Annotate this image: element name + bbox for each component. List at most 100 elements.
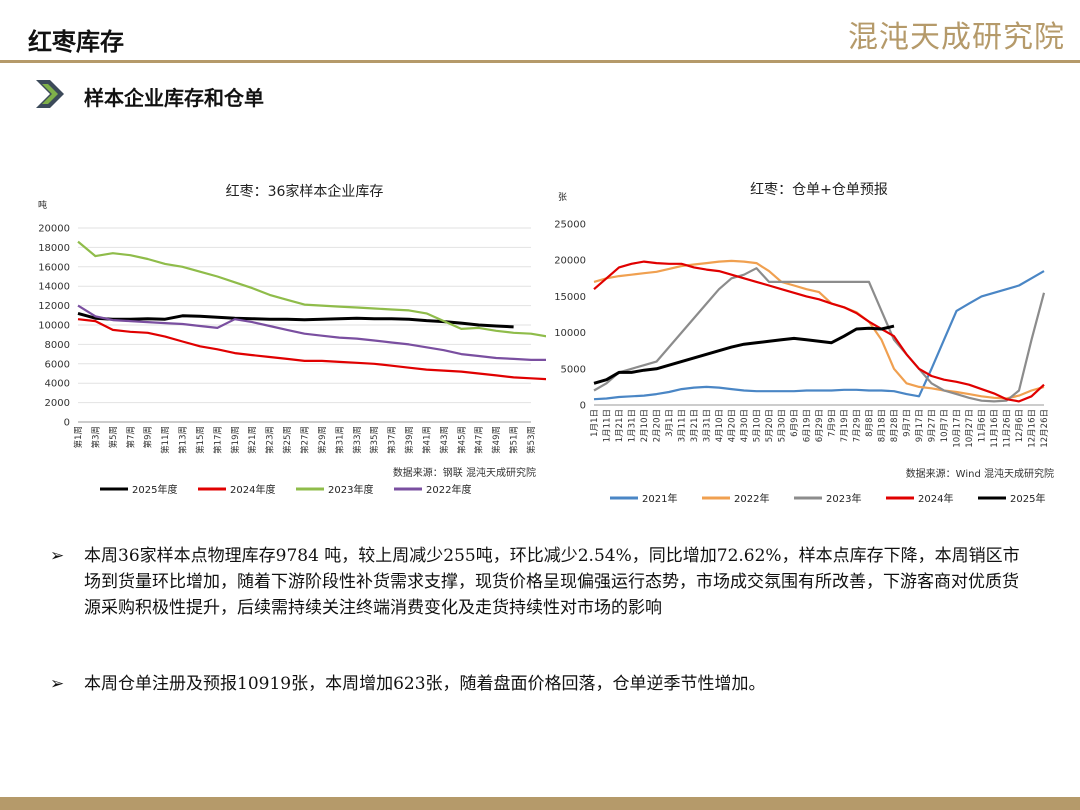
x-tick-label: 第47周 bbox=[474, 426, 485, 454]
y-tick-label: 0 bbox=[64, 418, 70, 429]
y-tick-label: 10000 bbox=[38, 321, 70, 332]
x-tick-label: 第27周 bbox=[300, 426, 311, 454]
x-tick-label: 7月19日 bbox=[840, 409, 850, 442]
x-tick-label: 10月7日 bbox=[940, 409, 950, 442]
x-tick-label: 7月29日 bbox=[853, 409, 863, 442]
y-tick-label: 25000 bbox=[554, 220, 586, 231]
y-tick-label: 4000 bbox=[45, 379, 70, 390]
y-tick-label: 18000 bbox=[38, 243, 70, 254]
x-tick-label: 第51周 bbox=[509, 426, 520, 454]
legend-label: 2023年 bbox=[826, 492, 861, 505]
x-tick-label: 第1周 bbox=[73, 426, 84, 448]
x-tick-label: 第33周 bbox=[352, 426, 363, 454]
y-tick-label: 0 bbox=[580, 401, 586, 412]
x-tick-label: 第7周 bbox=[125, 426, 136, 448]
x-tick-label: 3月31日 bbox=[703, 409, 713, 442]
chart-title: 红枣：仓单+仓单预报 bbox=[750, 182, 888, 198]
brand-logo: 混沌天成研究院 bbox=[848, 20, 1065, 55]
x-tick-label: 9月17日 bbox=[915, 409, 925, 442]
x-tick-label: 6月9日 bbox=[790, 409, 800, 437]
x-tick-label: 4月30日 bbox=[740, 409, 750, 442]
x-tick-label: 第3周 bbox=[90, 426, 101, 448]
y-tick-label: 12000 bbox=[38, 301, 70, 312]
x-tick-label: 1月11日 bbox=[603, 409, 613, 442]
y-tick-label: 20000 bbox=[554, 256, 586, 267]
y-tick-label: 5000 bbox=[561, 364, 586, 375]
y-tick-label: 6000 bbox=[45, 359, 70, 370]
legend-label: 2022年 bbox=[734, 492, 769, 505]
y-axis-unit: 吨 bbox=[38, 199, 47, 211]
x-tick-label: 第13周 bbox=[178, 426, 189, 454]
x-tick-label: 5月20日 bbox=[765, 409, 775, 442]
series-line bbox=[593, 270, 1045, 401]
x-tick-label: 11月26日 bbox=[1003, 409, 1013, 448]
legend-label: 2022年度 bbox=[426, 483, 471, 496]
x-tick-label: 10月17日 bbox=[953, 409, 963, 448]
x-tick-label: 第11周 bbox=[160, 426, 171, 454]
legend-label: 2024年度 bbox=[230, 483, 275, 496]
x-tick-label: 第19周 bbox=[230, 426, 241, 454]
page-title: 红枣库存 bbox=[28, 27, 124, 56]
y-tick-label: 20000 bbox=[38, 224, 70, 235]
legend-label: 2025年度 bbox=[132, 483, 177, 496]
x-tick-label: 11月16日 bbox=[990, 409, 1000, 448]
chart-title: 红枣：36家样本企业库存 bbox=[226, 183, 384, 200]
x-tick-label: 第23周 bbox=[265, 426, 276, 454]
x-tick-label: 12月16日 bbox=[1028, 409, 1038, 448]
x-tick-label: 8月18日 bbox=[878, 409, 888, 442]
legend-label: 2025年 bbox=[1010, 492, 1045, 505]
x-tick-label: 第53周 bbox=[526, 426, 537, 454]
x-tick-label: 第21周 bbox=[247, 426, 258, 454]
series-line bbox=[593, 267, 1046, 403]
legend-label: 2024年 bbox=[918, 492, 953, 505]
bullet-arrow-icon: ➢ bbox=[50, 546, 65, 566]
source-note: 数据来源：钢联 混沌天成研究院 bbox=[393, 466, 536, 479]
x-tick-label: 11月6日 bbox=[978, 409, 988, 442]
x-tick-label: 第25周 bbox=[282, 426, 293, 454]
series-line bbox=[77, 311, 514, 329]
x-tick-label: 第43周 bbox=[439, 426, 450, 454]
series-line bbox=[77, 318, 546, 381]
x-tick-label: 第41周 bbox=[421, 426, 432, 454]
x-tick-label: 5月30日 bbox=[778, 409, 788, 442]
x-tick-label: 第5周 bbox=[108, 426, 119, 448]
series-line bbox=[77, 304, 546, 361]
bullet-text: 本周36家样本点物理库存9784 吨，较上周减少255吨，环比减少2.54%，同… bbox=[84, 546, 1020, 618]
y-tick-label: 14000 bbox=[38, 282, 70, 293]
x-tick-label: 6月29日 bbox=[815, 409, 825, 442]
series-line bbox=[593, 260, 1045, 403]
x-tick-label: 第15周 bbox=[195, 426, 206, 454]
y-tick-label: 15000 bbox=[554, 292, 586, 303]
x-tick-label: 4月10日 bbox=[715, 409, 725, 442]
x-tick-label: 1月1日 bbox=[590, 409, 600, 437]
y-tick-label: 10000 bbox=[554, 328, 586, 339]
x-tick-label: 9月7日 bbox=[903, 409, 913, 437]
x-tick-label: 9月27日 bbox=[928, 409, 938, 442]
section-title: 样本企业库存和仓单 bbox=[84, 86, 264, 110]
x-tick-label: 第35周 bbox=[369, 426, 380, 454]
source-note: 数据来源：Wind 混沌天成研究院 bbox=[906, 467, 1054, 480]
x-tick-label: 12月26日 bbox=[1040, 409, 1050, 448]
bullet-arrow-icon: ➢ bbox=[50, 674, 65, 694]
x-tick-label: 第49周 bbox=[491, 426, 502, 454]
x-tick-label: 8月28日 bbox=[890, 409, 900, 442]
bullet-text: 本周仓单注册及预报10919张，本周增加623张，随着盘面价格回落，仓单逆季节性… bbox=[84, 674, 766, 694]
x-tick-label: 12月6日 bbox=[1015, 409, 1025, 442]
x-tick-label: 8月8日 bbox=[865, 409, 875, 437]
x-tick-label: 6月19日 bbox=[803, 409, 813, 442]
x-tick-label: 5月10日 bbox=[753, 409, 763, 442]
x-tick-label: 第9周 bbox=[143, 426, 154, 448]
x-tick-label: 3月11日 bbox=[678, 409, 688, 442]
y-axis-unit: 张 bbox=[558, 192, 567, 203]
series-line bbox=[593, 259, 1045, 400]
header-divider bbox=[0, 60, 1080, 63]
x-tick-label: 第39周 bbox=[404, 426, 415, 454]
x-tick-label: 2月10日 bbox=[640, 409, 650, 442]
x-tick-label: 4月20日 bbox=[728, 409, 738, 442]
y-tick-label: 2000 bbox=[45, 398, 70, 409]
x-tick-label: 第45周 bbox=[456, 426, 467, 454]
x-tick-label: 第29周 bbox=[317, 426, 328, 454]
chevron-right-icon bbox=[36, 80, 64, 108]
x-tick-label: 3月21日 bbox=[690, 409, 700, 442]
